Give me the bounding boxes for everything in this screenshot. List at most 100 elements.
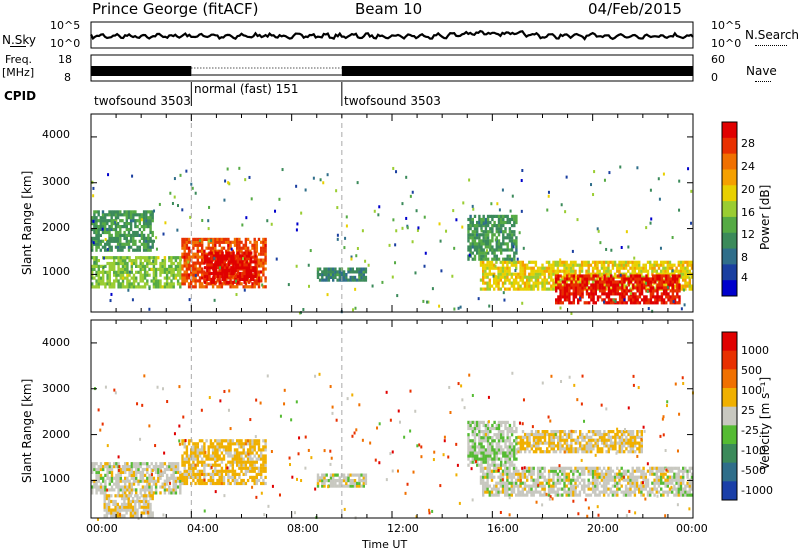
velocity-heatmap-cell xyxy=(157,476,160,480)
velocity-heatmap-cell xyxy=(141,485,145,489)
velocity-heatmap-cell xyxy=(528,466,531,470)
power-heatmap-cell xyxy=(572,272,575,276)
power-heatmap-cell xyxy=(136,225,139,229)
power-heatmap-cell xyxy=(135,279,138,283)
velocity-heatmap-cell xyxy=(121,508,124,512)
power-heatmap-cell xyxy=(633,260,637,264)
velocity-heatmap-cell xyxy=(677,469,680,473)
power-heatmap-speck xyxy=(361,229,364,233)
power-heatmap-cell xyxy=(506,233,509,237)
power-heatmap-cell xyxy=(108,227,111,232)
power-heatmap-cell xyxy=(658,295,661,299)
power-heatmap-cell xyxy=(592,283,595,287)
power-heatmap-cell xyxy=(493,287,496,291)
velocity-heatmap-cell xyxy=(179,491,182,495)
power-heatmap-cell xyxy=(510,239,514,243)
velocity-heatmap-cell xyxy=(209,463,213,467)
velocity-heatmap-cell xyxy=(682,481,685,485)
power-heatmap-cell xyxy=(534,278,538,282)
velocity-heatmap-cell xyxy=(264,442,267,446)
velocity-heatmap-cell xyxy=(185,472,189,476)
velocity-heatmap-cell xyxy=(541,472,544,476)
power-heatmap-cell xyxy=(187,267,191,271)
velocity-heatmap-cell xyxy=(135,473,138,477)
power-heatmap-cell xyxy=(181,246,184,250)
velocity-heatmap-cell xyxy=(260,463,263,467)
power-heatmap-cell xyxy=(227,249,230,253)
power-heatmap-cell xyxy=(658,280,661,284)
power-heatmap-cell xyxy=(218,249,221,253)
power-heatmap-cell xyxy=(678,286,681,290)
power-heatmap-speck xyxy=(406,226,409,230)
velocity-heatmap-cell xyxy=(207,478,210,483)
velocity-heatmap-cell xyxy=(203,475,206,479)
power-heatmap-cell xyxy=(238,243,241,247)
power-heatmap-cell xyxy=(252,277,255,281)
power-heatmap-cell xyxy=(647,298,650,302)
power-heatmap-speck xyxy=(223,198,226,202)
power-heatmap-cell xyxy=(585,280,589,284)
power-heatmap-cell xyxy=(152,264,156,268)
velocity-heatmap-cell xyxy=(203,472,206,476)
power-heatmap-speck xyxy=(295,228,298,232)
velocity-heatmap-cell xyxy=(154,491,158,495)
velocity-heatmap-cell xyxy=(110,485,114,489)
velocity-heatmap-cell xyxy=(115,462,118,466)
velocity-heatmap-cell xyxy=(482,481,485,485)
power-heatmap-cell xyxy=(228,257,231,261)
power-heatmap-cell xyxy=(471,220,474,225)
power-heatmap-cell xyxy=(519,263,522,267)
power-heatmap-cell xyxy=(234,277,237,281)
velocity-heatmap-cell xyxy=(262,445,265,449)
power-heatmap-cell xyxy=(647,283,650,287)
velocity-heatmap-cell xyxy=(364,481,368,485)
power-heatmap-cell xyxy=(170,261,173,266)
power-heatmap-cell xyxy=(123,230,126,235)
power-heatmap-cell xyxy=(596,298,600,302)
power-heatmap-cell xyxy=(236,251,240,255)
power-heatmap-cell xyxy=(203,237,206,241)
power-heatmap-cell xyxy=(91,227,94,232)
velocity-heatmap-cell xyxy=(467,423,470,428)
power-heatmap-speck xyxy=(560,203,563,207)
velocity-heatmap-cell xyxy=(238,463,241,467)
velocity-heatmap-cell xyxy=(126,485,129,489)
power-heatmap-speck xyxy=(438,222,441,226)
velocity-heatmap-cell xyxy=(244,469,248,473)
power-heatmap-cell xyxy=(135,270,138,274)
power-heatmap-cell xyxy=(506,272,509,276)
power-heatmap-speck xyxy=(307,263,310,267)
velocity-heatmap-cell xyxy=(358,479,361,483)
velocity-heatmap-cell xyxy=(543,487,546,491)
power-heatmap-cell xyxy=(504,266,507,270)
velocity-heatmap-cell xyxy=(556,481,560,485)
velocity-heatmap-cell xyxy=(576,469,579,473)
velocity-heatmap-cell xyxy=(479,475,483,479)
power-heatmap-cell xyxy=(183,237,186,241)
velocity-heatmap-cell xyxy=(112,508,115,512)
power-heatmap-cell xyxy=(110,222,113,226)
power-heatmap-cell xyxy=(116,216,120,220)
velocity-heatmap-cell xyxy=(119,479,122,483)
velocity-heatmap-cell xyxy=(123,499,126,504)
velocity-heatmap-cell xyxy=(242,457,245,461)
power-heatmap-cell xyxy=(543,269,546,273)
power-heatmap-cell xyxy=(497,214,501,218)
velocity-heatmap-cell xyxy=(125,494,128,498)
velocity-heatmap-cell xyxy=(467,439,470,443)
velocity-heatmap-cell xyxy=(146,488,149,492)
velocity-heatmap-cell xyxy=(596,487,599,491)
power-heatmap-cell xyxy=(212,269,216,273)
power-heatmap-cell xyxy=(614,283,617,287)
power-heatmap-cell xyxy=(149,245,152,249)
power-heatmap-cell xyxy=(491,217,494,222)
power-heatmap-cell xyxy=(243,266,246,270)
velocity-heatmap-cell xyxy=(572,472,575,476)
velocity-heatmap-cell xyxy=(471,445,474,449)
power-heatmap-cell xyxy=(116,233,120,237)
velocity-heatmap-cell xyxy=(653,472,656,476)
velocity-heatmap-cell xyxy=(631,484,634,488)
velocity-heatmap-cell xyxy=(594,466,597,470)
power-heatmap-cell xyxy=(467,257,470,261)
power-heatmap-cell xyxy=(239,260,242,264)
